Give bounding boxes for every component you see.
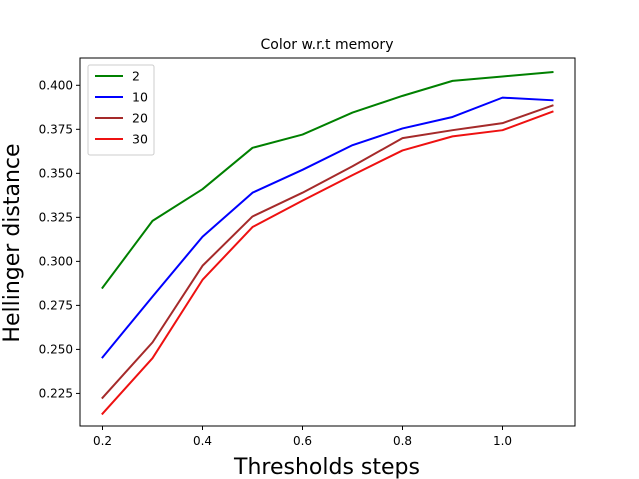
series-line-30	[101, 110, 554, 416]
axes-frame	[79, 57, 576, 427]
series-line-20	[101, 104, 554, 400]
legend-label-10: 10	[132, 90, 148, 105]
y-tick-label: 0.225	[39, 386, 73, 400]
y-tick-label: 0.250	[39, 342, 73, 356]
series-line-2	[101, 71, 554, 290]
plot-area: 0.2 0.4 0.6 0.8 1.0 0.225 0.250 0.275 0.300 0.325…	[39, 57, 576, 448]
x-axis-label: Thresholds steps	[233, 455, 420, 479]
y-tick-label: 0.350	[39, 166, 73, 180]
y-tick-label: 0.275	[39, 298, 73, 312]
legend-label-2: 2	[132, 69, 140, 84]
chart-title: Color w.r.t memory	[261, 37, 394, 53]
x-tick-label: 0.6	[293, 434, 312, 448]
y-tick-label: 0.325	[39, 210, 73, 224]
y-tick-label: 0.375	[39, 122, 73, 136]
x-tick-label: 0.2	[93, 434, 112, 448]
x-tick-label: 1.0	[493, 434, 512, 448]
legend: 2 10 20 30	[87, 64, 155, 156]
legend-label-30: 30	[132, 132, 148, 147]
x-tick-label: 0.4	[193, 434, 212, 448]
y-tick-label: 0.400	[39, 78, 73, 92]
legend-label-20: 20	[132, 111, 148, 126]
x-tick-label: 0.8	[393, 434, 412, 448]
legend-box	[87, 64, 155, 156]
y-tick-label: 0.300	[39, 254, 73, 268]
series-line-10	[101, 96, 554, 359]
y-axis-label: Hellinger distance	[0, 143, 25, 342]
